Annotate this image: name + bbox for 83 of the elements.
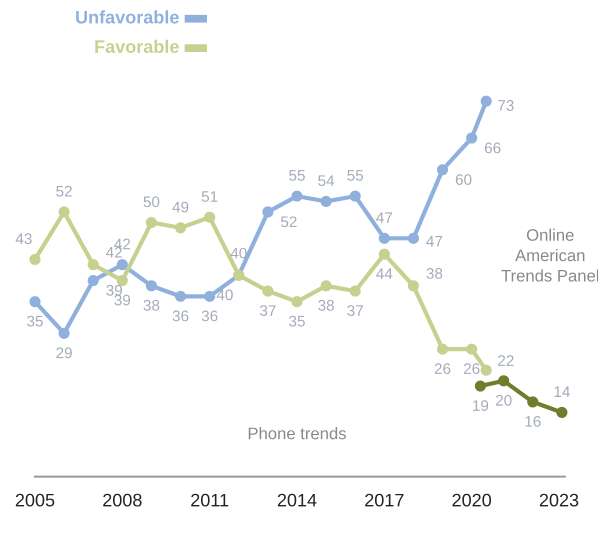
- data-label: 55: [347, 170, 364, 181]
- data-label: 22: [498, 355, 514, 366]
- x-tick-label: 2014: [278, 494, 317, 507]
- data-label: 54: [318, 175, 334, 186]
- data-label: 73: [498, 100, 514, 111]
- point: [480, 364, 492, 376]
- data-label: 52: [280, 216, 297, 228]
- point: [350, 286, 361, 297]
- data-label: 40: [230, 248, 247, 259]
- data-label: 19: [473, 400, 488, 411]
- data-label: 47: [376, 212, 392, 223]
- data-label: 36: [202, 310, 218, 322]
- data-label: 38: [426, 268, 442, 279]
- point: [116, 274, 128, 286]
- point: [174, 222, 186, 234]
- point: [480, 96, 492, 107]
- data-label: 36: [172, 310, 188, 322]
- point: [466, 132, 478, 144]
- data-label: 14: [554, 386, 570, 397]
- data-label: 20: [496, 394, 512, 406]
- point: [262, 286, 274, 297]
- data-label: 66: [484, 142, 500, 154]
- data-label: 52: [56, 186, 72, 197]
- data-label: 47: [426, 236, 442, 246]
- data-label: 26: [434, 363, 450, 374]
- text: Phone trends: [248, 427, 346, 440]
- point: [174, 290, 186, 302]
- data-label: 50: [144, 196, 160, 208]
- data-label: 43: [16, 233, 32, 244]
- point: [408, 280, 419, 292]
- point: [88, 259, 99, 270]
- point: [146, 280, 157, 292]
- data-label: 38: [318, 300, 334, 311]
- data-label: 37: [260, 305, 276, 316]
- point: [556, 406, 568, 418]
- data-label: 29: [56, 347, 72, 358]
- x-tick-label: 2020: [452, 494, 492, 507]
- point: [436, 344, 448, 355]
- point: [350, 190, 361, 202]
- data-label: 37: [347, 305, 363, 316]
- legend-label: Favorable: [95, 40, 179, 53]
- data-label: 51: [202, 191, 218, 202]
- data-label: 26: [464, 363, 480, 374]
- x-tick-label: 2017: [365, 494, 404, 507]
- point: [204, 212, 216, 223]
- x-tick-label: 2011: [191, 494, 228, 507]
- point: [527, 396, 538, 408]
- point: [116, 259, 128, 270]
- point: [58, 328, 70, 339]
- x-tick-label: 2008: [103, 494, 142, 507]
- legend-label: Unfavorable: [76, 10, 179, 24]
- x-tick-label: 2005: [16, 494, 54, 507]
- point: [474, 380, 486, 392]
- point: [378, 248, 390, 260]
- data-label: 39: [114, 294, 130, 306]
- data-label: 55: [289, 170, 305, 181]
- data-label: 38: [144, 300, 160, 311]
- point: [408, 232, 419, 244]
- point: [291, 190, 303, 202]
- x-tick-label: 2023: [540, 494, 578, 507]
- annotation: Online American Trends Panel: [501, 228, 598, 282]
- point: [466, 344, 478, 355]
- point: [436, 164, 448, 176]
- point: [378, 232, 390, 244]
- point: [262, 206, 274, 218]
- data-label: 35: [289, 316, 305, 327]
- point: [58, 206, 70, 218]
- data-label: 16: [525, 416, 541, 427]
- data-label: 40: [216, 289, 233, 300]
- data-label: 49: [172, 202, 188, 212]
- point: [498, 375, 510, 386]
- point: [291, 296, 303, 308]
- point: [320, 196, 332, 207]
- point: [146, 216, 157, 228]
- point: [204, 290, 216, 302]
- data-label: 44: [376, 268, 392, 279]
- point: [88, 274, 99, 286]
- point: [320, 280, 332, 292]
- point: [29, 254, 41, 265]
- data-label: 60: [456, 174, 472, 185]
- point: [29, 296, 41, 308]
- data-label: 35: [27, 316, 43, 327]
- data-label: 39: [106, 284, 122, 296]
